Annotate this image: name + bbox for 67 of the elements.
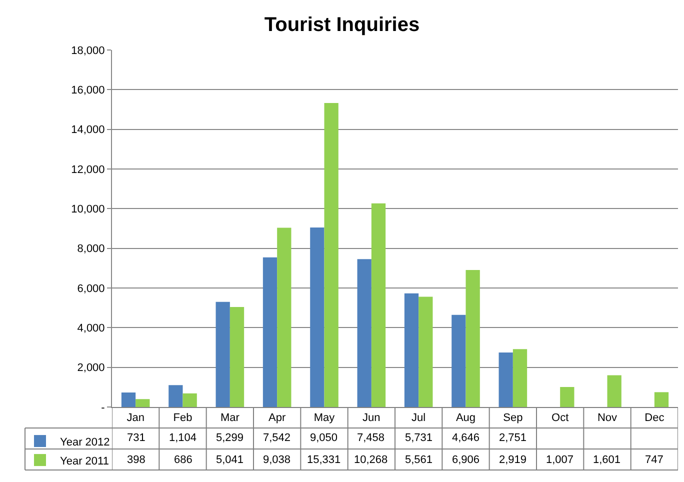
bar [136,399,150,407]
x-tick-label: Jun [362,412,380,424]
data-label: 6,906 [452,454,480,466]
y-tick-label: 4,000 [77,322,105,335]
data-label: 7,458 [357,432,385,444]
data-label: 5,041 [216,454,244,466]
y-tick-label: 16,000 [71,84,105,97]
bar [182,393,197,407]
bar [277,228,292,407]
data-label: 731 [127,432,146,444]
bar [357,259,372,407]
bar [371,203,386,407]
x-tick-label: May [314,412,336,424]
bar [466,270,480,407]
data-label: 7,542 [263,432,291,444]
data-label: 9,038 [263,454,291,466]
x-tick-label: Apr [268,412,286,424]
y-tick-label: 8,000 [77,243,105,256]
y-tick-label: 2,000 [77,362,105,374]
data-label: 9,050 [310,432,338,444]
x-tick-label: Feb [173,412,192,424]
data-label: 5,731 [405,432,433,444]
y-tick-label: 10,000 [71,204,105,216]
x-tick-label: Jan [126,412,144,424]
y-tick-label: 12,000 [71,164,105,176]
bar [607,375,622,407]
data-label: 5,561 [405,454,433,466]
bar [168,385,183,407]
y-tick-label: 14,000 [71,124,105,136]
data-label: 398 [127,454,146,466]
bar [512,349,528,407]
data-label: 4,646 [452,432,480,444]
x-tick-label: Mar [220,412,240,424]
bar [560,387,574,407]
y-tick-label: 6,000 [77,282,105,295]
legend-label: Year 2012 [60,436,110,448]
data-label: 2,919 [499,454,527,466]
chart-title: Tourist Inquiries [264,14,420,36]
data-label: 686 [174,454,192,466]
bar [310,228,324,407]
y-tick-label: 18,000 [71,44,105,57]
data-label: 10,268 [354,454,388,466]
bar [404,293,419,407]
bar [498,352,513,407]
y-tick-label: - [101,402,106,414]
data-label: 747 [645,454,664,466]
x-tick-label: Jul [412,412,426,424]
bar [324,102,338,407]
bar [418,296,433,407]
data-label: 1,601 [593,454,621,466]
data-label: 1,104 [169,432,197,444]
legend-label: Year 2011 [60,455,109,468]
x-tick-label: Oct [552,412,569,424]
x-tick-label: Sep [503,412,523,424]
bar [121,392,136,407]
data-label: 15,331 [307,454,341,466]
bar [452,314,466,407]
bar [654,392,669,407]
data-label: 1,007 [546,454,574,466]
bar [262,257,278,407]
x-tick-label: Aug [456,412,476,424]
x-tick-label: Dec [644,412,665,424]
x-tick-label: Nov [597,412,618,424]
bar [230,307,244,407]
bar [216,302,230,407]
data-label: 5,299 [216,432,244,444]
data-label: 2,751 [499,432,527,444]
